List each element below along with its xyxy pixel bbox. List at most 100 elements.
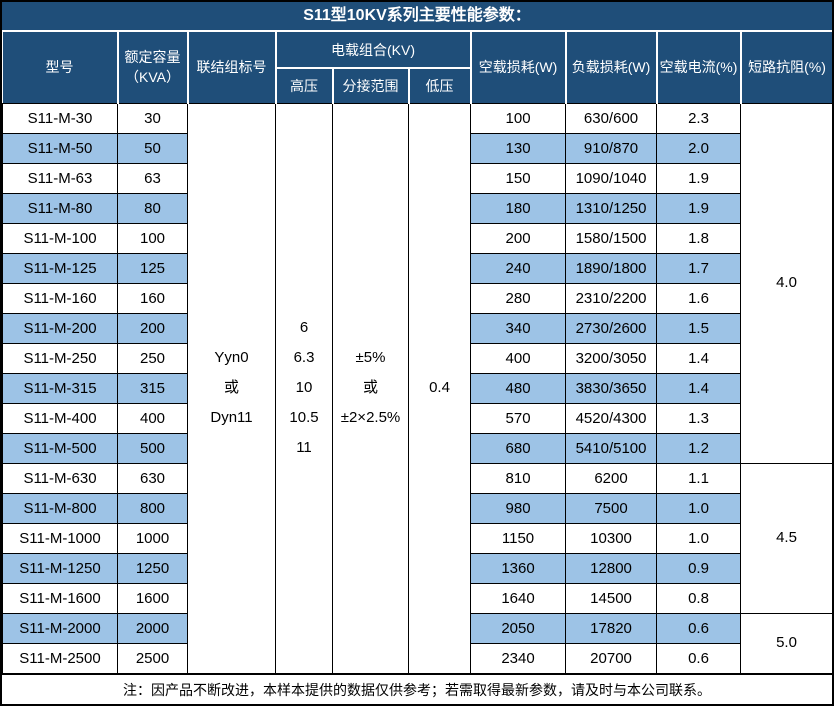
no-load-current-cell: 1.6 bbox=[656, 282, 742, 314]
col-header-capacity-line1: 额定容量 bbox=[124, 49, 181, 66]
model-cell: S11-M-160 bbox=[2, 282, 118, 314]
model-cell: S11-M-1000 bbox=[2, 522, 118, 554]
model-cell: S11-M-80 bbox=[2, 192, 118, 224]
page-title: S11型10KV系列主要性能参数： bbox=[2, 2, 832, 32]
load-loss-cell: 3830/3650 bbox=[565, 372, 658, 404]
table-row: S11-M-250 250 400 3200/3050 1.4 bbox=[2, 342, 833, 374]
no-load-loss-cell: 810 bbox=[470, 462, 567, 494]
model-cell: S11-M-400 bbox=[2, 402, 118, 434]
footer-note: 注：因产品不断改进，本样本提供的数据仅供参考；若需取得最新参数，请及时与本公司联… bbox=[2, 673, 832, 704]
load-loss-cell: 2310/2200 bbox=[565, 282, 658, 314]
capacity-cell: 500 bbox=[117, 432, 188, 464]
no-load-current-cell: 1.1 bbox=[656, 462, 742, 494]
no-load-current-cell: 1.9 bbox=[656, 192, 742, 224]
header-row-2: 高压 分接范围 低压 bbox=[3, 68, 833, 104]
load-loss-cell: 1090/1040 bbox=[565, 162, 658, 194]
model-cell: S11-M-125 bbox=[2, 252, 118, 284]
model-cell: S11-M-30 bbox=[2, 102, 118, 134]
col-header-capacity: 额定容量 （KVA） bbox=[116, 32, 189, 104]
capacity-cell: 80 bbox=[117, 192, 188, 224]
table-row: S11-M-160 160 280 2310/2200 1.6 bbox=[2, 282, 833, 314]
table-row: S11-M-1250 1250 1360 12800 0.9 bbox=[2, 552, 833, 584]
table-row: S11-M-400 400 570 4520/4300 1.3 bbox=[2, 402, 833, 434]
capacity-cell: 1600 bbox=[117, 582, 188, 614]
no-load-current-cell: 1.8 bbox=[656, 222, 742, 254]
col-header-load-loss: 负载损耗(W) bbox=[564, 32, 658, 104]
hv-cell: 6 6.3 10 10.5 11 bbox=[275, 102, 333, 674]
load-loss-cell: 630/600 bbox=[565, 102, 658, 134]
load-loss-cell: 910/870 bbox=[565, 132, 658, 164]
load-loss-cell: 17820 bbox=[565, 612, 658, 644]
no-load-current-cell: 1.4 bbox=[656, 342, 742, 374]
no-load-loss-cell: 100 bbox=[470, 102, 567, 134]
no-load-current-cell: 1.0 bbox=[656, 522, 742, 554]
model-cell: S11-M-2000 bbox=[2, 612, 118, 644]
no-load-current-cell: 0.9 bbox=[656, 552, 742, 584]
model-cell: S11-M-200 bbox=[2, 312, 118, 344]
model-cell: S11-M-1250 bbox=[2, 552, 118, 584]
no-load-loss-cell: 980 bbox=[470, 492, 567, 524]
table-row: S11-M-630 630 810 6200 1.1 4.5 bbox=[2, 462, 832, 614]
no-load-loss-cell: 280 bbox=[470, 282, 567, 314]
header-row-1: 型号 额定容量 （KVA） 联结组标号 电载组合(KV) 空载损耗(W) 负载损耗… bbox=[2, 32, 832, 104]
model-cell: S11-M-800 bbox=[2, 492, 118, 524]
model-cell: S11-M-1600 bbox=[2, 582, 118, 614]
no-load-loss-cell: 240 bbox=[470, 252, 567, 284]
no-load-current-cell: 1.7 bbox=[656, 252, 742, 284]
capacity-cell: 630 bbox=[117, 462, 188, 494]
model-cell: S11-M-315 bbox=[2, 372, 118, 404]
col-header-no-load-current: 空载电流(%) bbox=[655, 32, 742, 104]
no-load-loss-cell: 1150 bbox=[470, 522, 567, 554]
impedance-cell: 5.0 bbox=[740, 612, 832, 674]
no-load-current-cell: 1.4 bbox=[656, 372, 742, 404]
capacity-cell: 315 bbox=[117, 372, 188, 404]
load-loss-cell: 1310/1250 bbox=[565, 192, 658, 224]
capacity-cell: 63 bbox=[117, 162, 188, 194]
capacity-cell: 2000 bbox=[117, 612, 188, 644]
capacity-cell: 2500 bbox=[117, 642, 188, 674]
no-load-current-cell: 1.9 bbox=[656, 162, 742, 194]
no-load-current-cell: 0.6 bbox=[656, 612, 742, 644]
no-load-loss-cell: 2050 bbox=[470, 612, 567, 644]
col-header-tap-range: 分接范围 bbox=[331, 68, 410, 104]
table-row: S11-M-1000 1000 1150 10300 1.0 bbox=[2, 522, 833, 554]
connection-cell: Yyn0 或 Dyn11 bbox=[187, 102, 276, 674]
table-row: S11-M-800 800 980 7500 1.0 bbox=[2, 492, 833, 524]
no-load-current-cell: 0.8 bbox=[656, 582, 742, 614]
no-load-current-cell: 1.3 bbox=[656, 402, 742, 434]
no-load-loss-cell: 150 bbox=[470, 162, 567, 194]
col-header-hv: 高压 bbox=[275, 68, 334, 104]
table-row: S11-M-2000 2000 2050 17820 0.6 5.0 bbox=[2, 612, 832, 674]
load-loss-cell: 3200/3050 bbox=[565, 342, 658, 374]
no-load-current-cell: 1.5 bbox=[656, 312, 742, 344]
no-load-current-cell: 2.3 bbox=[656, 102, 742, 134]
col-header-no-load-loss: 空载损耗(W) bbox=[469, 32, 567, 104]
no-load-loss-cell: 1360 bbox=[470, 552, 567, 584]
table-row: S11-M-30 30 Yyn0 或 Dyn11 6 6.3 10 10.5 1… bbox=[2, 102, 832, 674]
capacity-cell: 160 bbox=[117, 282, 188, 314]
col-header-capacity-line2: （KVA） bbox=[125, 69, 180, 86]
table-row: S11-M-100 100 200 1580/1500 1.8 bbox=[2, 222, 833, 254]
capacity-cell: 125 bbox=[117, 252, 188, 284]
table-row: S11-M-63 63 150 1090/1040 1.9 bbox=[2, 162, 833, 194]
no-load-loss-cell: 680 bbox=[470, 432, 567, 464]
col-header-model: 型号 bbox=[2, 32, 119, 104]
col-header-voltage-group: 电载组合(KV) bbox=[274, 32, 472, 69]
load-loss-cell: 14500 bbox=[565, 582, 658, 614]
load-loss-cell: 1580/1500 bbox=[565, 222, 658, 254]
no-load-current-cell: 1.2 bbox=[656, 432, 742, 464]
no-load-current-cell: 2.0 bbox=[656, 132, 742, 164]
no-load-loss-cell: 480 bbox=[470, 372, 567, 404]
load-loss-cell: 4520/4300 bbox=[565, 402, 658, 434]
model-cell: S11-M-250 bbox=[2, 342, 118, 374]
no-load-loss-cell: 2340 bbox=[470, 642, 567, 674]
capacity-cell: 400 bbox=[117, 402, 188, 434]
impedance-cell: 4.5 bbox=[740, 462, 832, 614]
load-loss-cell: 20700 bbox=[565, 642, 658, 674]
capacity-cell: 800 bbox=[117, 492, 188, 524]
spec-table: 型号 额定容量 （KVA） 联结组标号 电载组合(KV) 空载损耗(W) 负载损耗… bbox=[2, 32, 833, 674]
no-load-loss-cell: 400 bbox=[470, 342, 567, 374]
load-loss-cell: 7500 bbox=[565, 492, 658, 524]
no-load-current-cell: 0.6 bbox=[656, 642, 742, 674]
